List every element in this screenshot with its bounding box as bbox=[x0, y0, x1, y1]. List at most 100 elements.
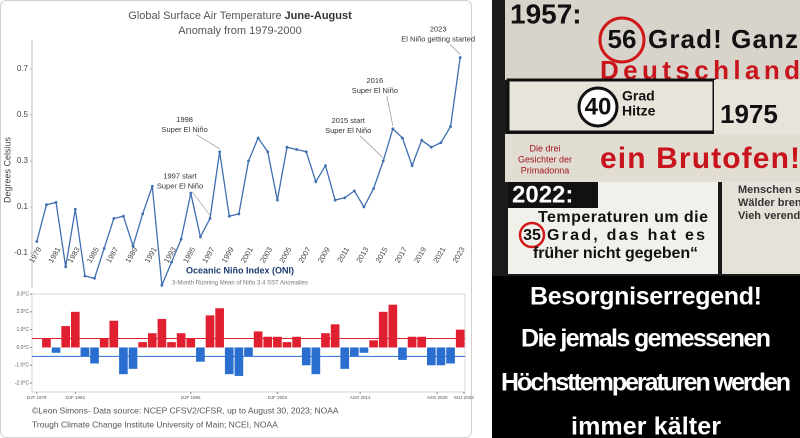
bar bbox=[99, 338, 109, 348]
annotation: 1998 bbox=[176, 115, 193, 124]
headline: ein Brutofen! bbox=[600, 142, 800, 175]
data-point bbox=[362, 205, 366, 209]
chart-subtitle: Anomaly from 1979-2000 bbox=[178, 25, 302, 37]
headline: 40 bbox=[585, 93, 612, 120]
data-point bbox=[295, 148, 299, 151]
bar bbox=[244, 347, 253, 357]
annotation: Super El Niño bbox=[157, 181, 203, 190]
chart-title: Global Surface Air Temperature June-Augu… bbox=[128, 10, 352, 22]
data-point bbox=[198, 235, 202, 239]
y-tick-label: 0.0°C bbox=[16, 345, 29, 351]
headline: Grad, das hat es bbox=[547, 227, 705, 244]
bar bbox=[109, 320, 119, 348]
data-point bbox=[372, 187, 375, 191]
bar bbox=[119, 347, 128, 375]
small-text: Gesichter der bbox=[518, 154, 572, 164]
x-tick-label: DJF 1979 bbox=[27, 395, 47, 400]
data-point bbox=[73, 207, 77, 211]
bar bbox=[378, 311, 388, 348]
caption: immer kälter bbox=[571, 413, 721, 438]
bar bbox=[407, 336, 417, 348]
x-tick-label: DJF 1995 bbox=[181, 395, 201, 400]
bar bbox=[292, 336, 301, 348]
y-axis-label: Degrees Celsius bbox=[2, 136, 12, 203]
bar bbox=[321, 333, 330, 348]
bar bbox=[157, 318, 167, 348]
bar bbox=[128, 347, 138, 369]
bar bbox=[42, 338, 51, 348]
bar bbox=[51, 347, 61, 353]
data-point bbox=[391, 127, 395, 131]
annotation-leader bbox=[196, 134, 220, 150]
data-point bbox=[429, 145, 433, 149]
annotation: 2015 start bbox=[332, 116, 366, 125]
data-point bbox=[93, 276, 96, 280]
x-tick-label: DJF 2004 bbox=[268, 395, 288, 400]
bar bbox=[176, 333, 186, 348]
data-point bbox=[401, 136, 404, 140]
credit: Trough Climate Change Institute Universi… bbox=[32, 419, 278, 429]
annotation: 1997 start bbox=[163, 171, 197, 180]
data-point bbox=[189, 191, 193, 195]
headline: 2022: bbox=[512, 181, 573, 208]
headline: 1975 bbox=[720, 99, 778, 129]
data-point bbox=[256, 136, 260, 140]
data-point bbox=[314, 180, 318, 184]
annotation: Super El Niño bbox=[325, 126, 371, 135]
data-point bbox=[35, 240, 39, 243]
collage: 1957: 56 Grad! Ganz Deutschland 40 Grad … bbox=[492, 0, 800, 438]
caption: Die jemals gemessenen bbox=[521, 325, 771, 353]
bar bbox=[138, 342, 147, 348]
data-point bbox=[131, 244, 135, 248]
circle bbox=[518, 221, 546, 249]
plot-bg bbox=[31, 293, 466, 393]
small-text: Vieh verendet bbox=[738, 210, 800, 222]
bar bbox=[359, 347, 369, 353]
x-tick-label: MJJ 2023 bbox=[454, 395, 474, 400]
data-point bbox=[218, 150, 222, 154]
headline: Grad bbox=[622, 88, 655, 104]
data-point bbox=[83, 274, 87, 278]
data-point bbox=[160, 283, 164, 287]
bar bbox=[205, 315, 215, 348]
data-point bbox=[237, 212, 241, 216]
y-tick-label: 2.0°C bbox=[16, 309, 29, 315]
data-point bbox=[227, 214, 231, 218]
y-tick-label: 0.1 bbox=[17, 202, 29, 211]
bar bbox=[215, 308, 224, 348]
paper bbox=[722, 182, 800, 274]
label-box bbox=[508, 182, 598, 208]
oni-title: Oceanic Niño Index (ONI) bbox=[186, 265, 294, 275]
x-tick-label: DJF 1983 bbox=[66, 395, 86, 400]
annotation: El Niño getting started bbox=[401, 34, 475, 43]
headline: Temperaturen um die bbox=[538, 209, 708, 226]
annotation: 2016 bbox=[366, 76, 383, 85]
y-tick-label: 0.5 bbox=[17, 110, 29, 119]
data-point bbox=[420, 138, 424, 142]
caption: Höchsttemperaturen werden bbox=[501, 369, 791, 397]
caption: Besorgniserregend! bbox=[530, 283, 762, 311]
headline: 1957: bbox=[510, 0, 582, 29]
bar bbox=[388, 304, 398, 348]
data-point bbox=[304, 150, 308, 154]
caption-bg bbox=[492, 276, 800, 438]
data-point bbox=[141, 212, 145, 216]
bar bbox=[90, 347, 99, 364]
title-part: Global Surface Air Temperature bbox=[128, 10, 284, 22]
data-point bbox=[112, 217, 116, 220]
bar bbox=[147, 333, 157, 348]
data-point bbox=[458, 56, 462, 59]
bar bbox=[340, 347, 350, 369]
x-tick-label: ASO 2020 bbox=[427, 395, 448, 400]
bar bbox=[398, 347, 407, 360]
oni-subtitle: 3-Month Running Mean of Niño 3.4 SST Ano… bbox=[172, 281, 308, 287]
bar bbox=[186, 338, 196, 348]
data-point bbox=[285, 145, 289, 149]
bar bbox=[350, 347, 359, 357]
title-part: June-August bbox=[285, 10, 353, 22]
data-point bbox=[45, 203, 48, 207]
bar bbox=[167, 342, 176, 348]
headline: 56 bbox=[608, 24, 637, 54]
y-tick-label: 0.7 bbox=[17, 64, 29, 73]
y-tick-label: -2.0°C bbox=[15, 380, 30, 386]
